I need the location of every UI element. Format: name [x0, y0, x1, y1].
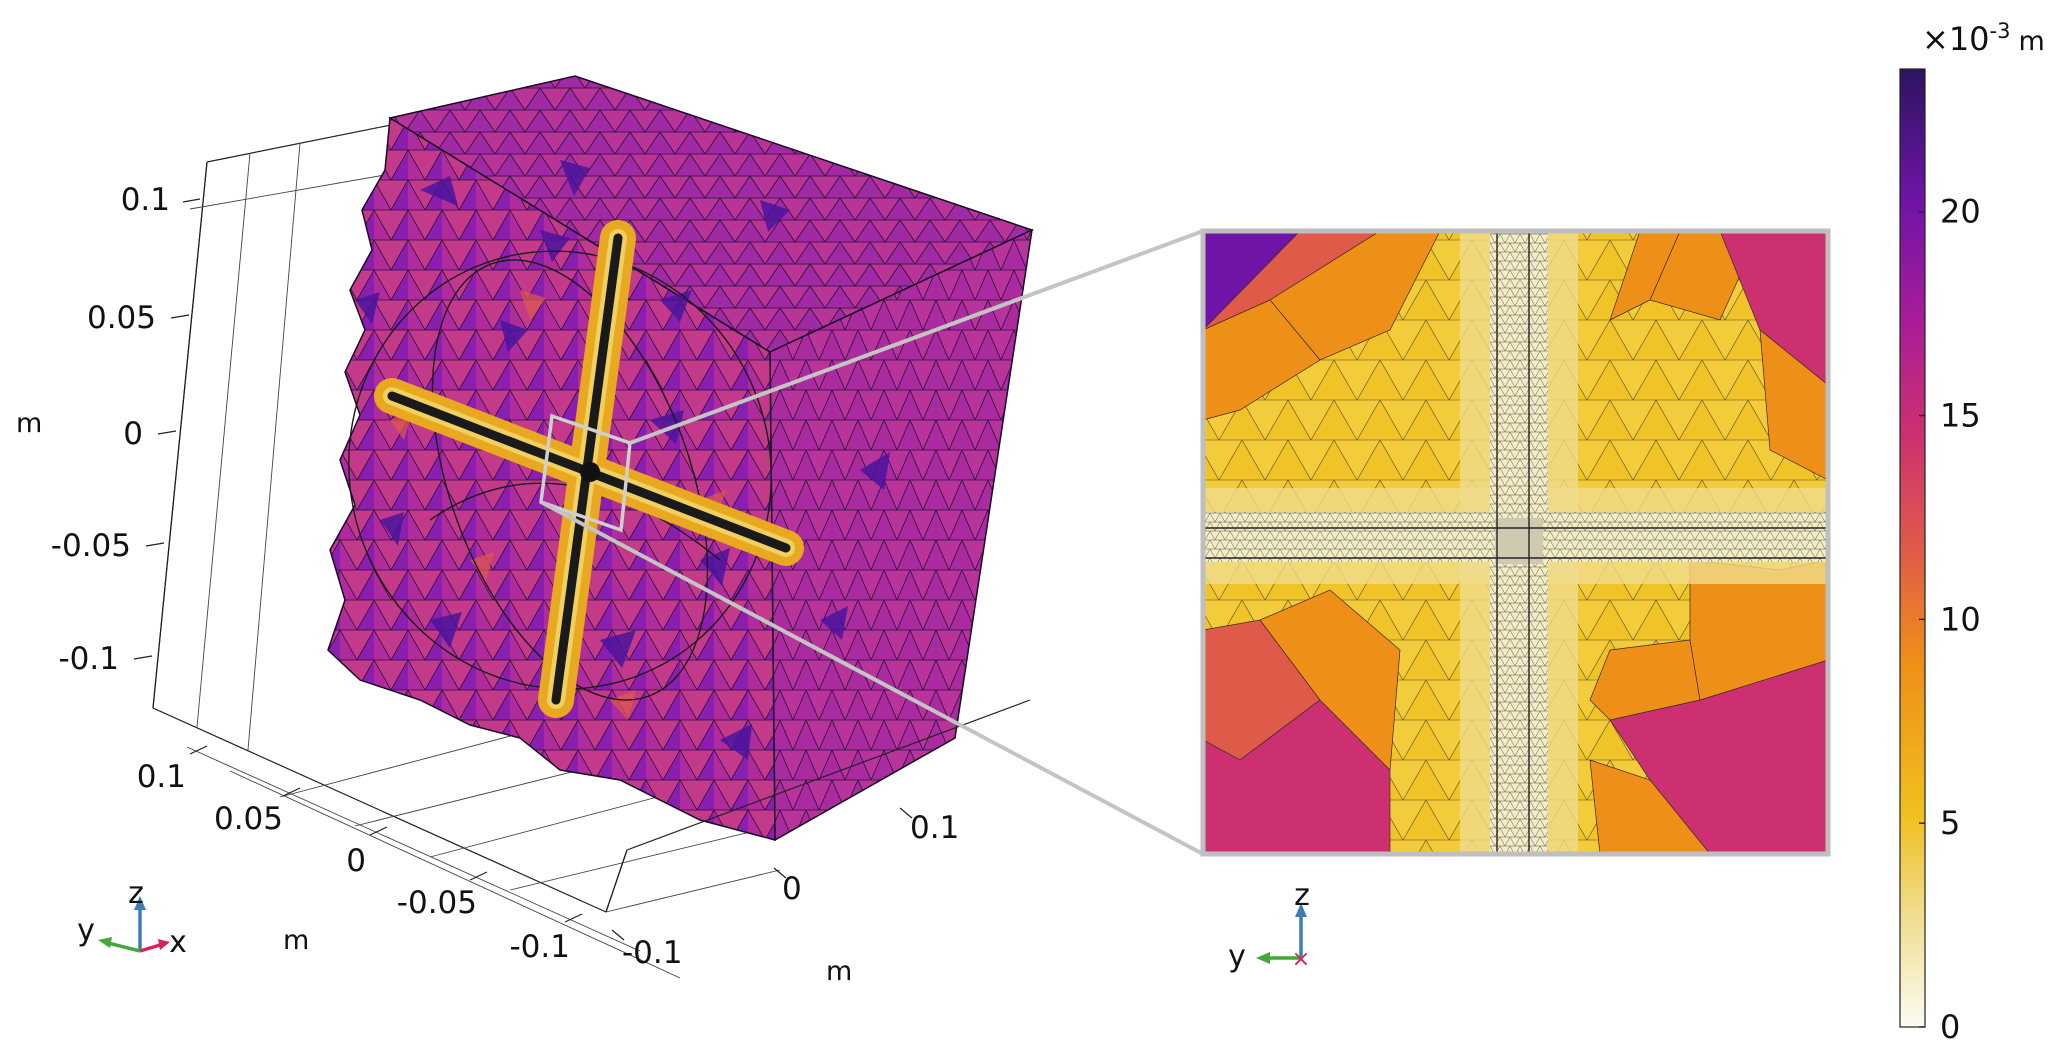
zoom-view: × z y: [1200, 228, 1831, 974]
z-tick-label: 0.1: [121, 182, 170, 218]
triad-y-label: y: [1228, 939, 1246, 974]
colorbar-tick-label: 0: [1940, 1008, 1960, 1046]
y-axis-unit: m: [283, 925, 309, 956]
svg-text:×: ×: [1292, 947, 1310, 972]
block-front-face: [327, 116, 776, 841]
zoom-connector-lines: [540, 229, 1204, 856]
z-tick-label: -0.05: [51, 528, 131, 564]
colorbar-ticks: 20 15 10 5 0: [1919, 193, 1981, 1046]
triad-z-label: z: [1294, 878, 1310, 913]
y-tick-label: -0.05: [397, 885, 477, 921]
z-tick-label: 0.05: [87, 300, 156, 336]
colorbar-tick-label: 5: [1940, 804, 1960, 842]
colorbar-gradient: [1899, 68, 1926, 1028]
x-tick-label: 0: [782, 871, 802, 907]
triad-z-label: z: [128, 876, 144, 911]
colorbar-tick-label: 20: [1940, 193, 1981, 231]
x-axis-unit: m: [826, 956, 852, 987]
x-axis: 0.1 0 -0.1 m: [611, 807, 959, 987]
y-tick-label: 0: [346, 843, 366, 879]
axis-triad-2d: × z y: [1228, 878, 1310, 974]
colorbar-tick-label: 10: [1940, 600, 1981, 638]
colorbar-tick-label: 15: [1940, 397, 1981, 435]
z-tick-label: 0: [123, 416, 143, 452]
colorbar-scale-label: ×10-3 m: [1922, 19, 2045, 58]
x-tick-label: -0.1: [622, 935, 683, 971]
y-tick-label: -0.1: [510, 929, 571, 965]
zoom-region-marker: [539, 413, 632, 533]
y-tick-label: 0.1: [137, 759, 186, 795]
mesh-block: [327, 75, 1035, 842]
colorbar: ×10-3 m 20 15 10 5 0: [1899, 19, 2045, 1046]
axis-box-wireframe: [152, 87, 1031, 979]
y-tick-label: 0.05: [214, 801, 283, 837]
z-axis-unit: m: [16, 408, 42, 439]
triad-x-label: x: [169, 925, 187, 960]
z-axis: 0.1 0.05 0 -0.05 -0.1 m: [16, 182, 201, 677]
y-axis: 0.1 0.05 0 -0.05 -0.1 m: [137, 745, 583, 965]
x-tick-label: 0.1: [910, 810, 959, 846]
crack-cross: [374, 220, 804, 718]
triad-y-label: y: [77, 913, 95, 948]
axis-triad-3d: z y x: [77, 876, 187, 960]
3d-view: 0.1 0.05 0 -0.05 -0.1 m 0.1 0.05 0 -0.05…: [16, 75, 1035, 987]
dark-mesh-patches: [355, 160, 890, 760]
zoom-panel-border: [1200, 228, 1831, 857]
z-tick-label: -0.1: [59, 641, 120, 677]
